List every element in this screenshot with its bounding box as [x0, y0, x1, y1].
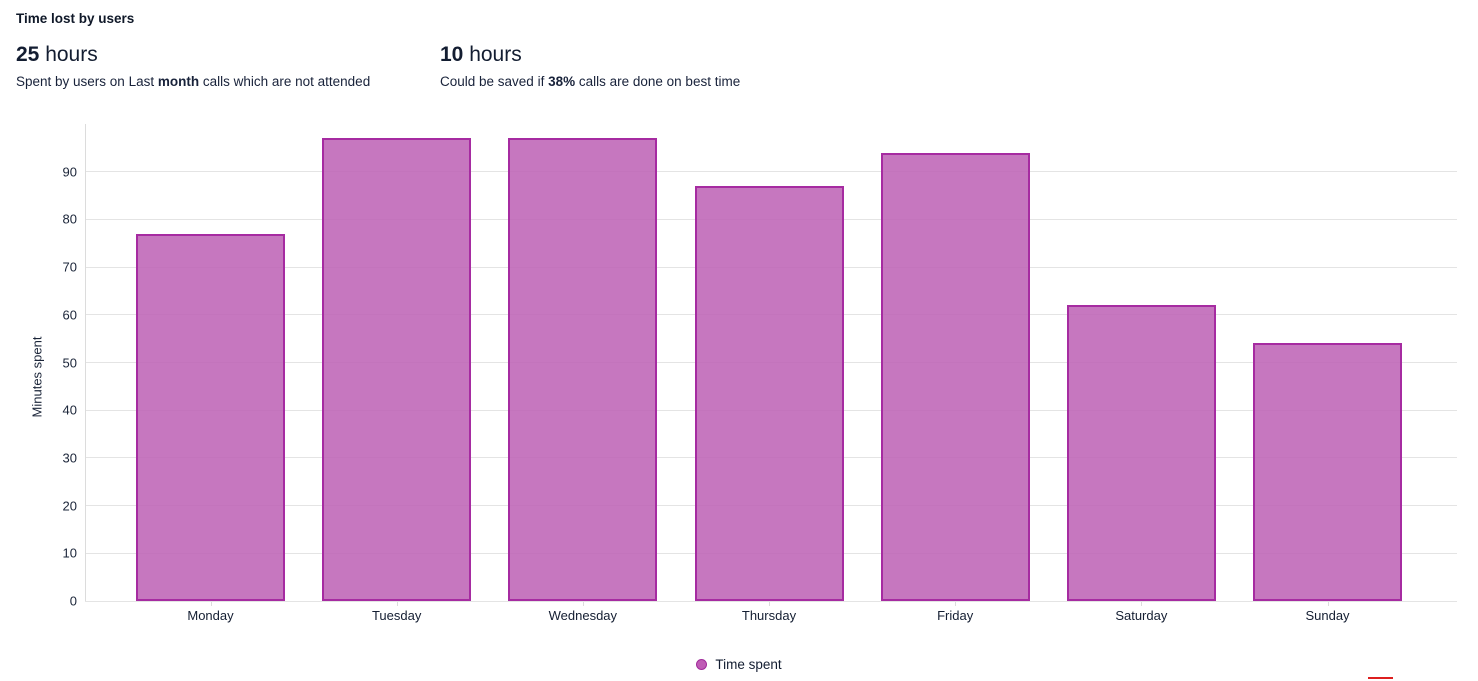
bar-friday[interactable] — [880, 152, 1030, 601]
x-axis-tick-thursday — [769, 602, 770, 606]
y-axis-tick-90: 90 — [62, 164, 77, 180]
x-axis-label-tuesday: Tuesday — [371, 608, 422, 623]
bar-saturday[interactable] — [1066, 305, 1216, 601]
x-axis-tick-sunday — [1327, 602, 1329, 606]
y-axis-tick-40: 40 — [62, 402, 77, 418]
legend-item-time-spent[interactable]: Time spent — [696, 657, 782, 672]
stat-time-saved-number: 10 — [440, 43, 464, 66]
x-axis-tick-friday — [955, 602, 957, 606]
stat-desc-part: Spent by users on Last — [16, 74, 158, 89]
stat-time-saved-value: 10 hours — [440, 42, 740, 68]
y-axis-tick-20: 20 — [62, 498, 77, 514]
gridline-90 — [85, 171, 1457, 173]
stat-desc-part: calls are done on best time — [575, 74, 741, 89]
y-axis-tick-50: 50 — [62, 355, 77, 370]
y-axis-title: Minutes spent — [29, 336, 45, 418]
x-axis-label-sunday: Sunday — [1305, 608, 1350, 623]
page-title: Time lost by users — [16, 11, 135, 26]
stat-time-saved-unit: hours — [463, 43, 522, 66]
stat-time-saved: 10 hours Could be saved if 38% calls are… — [440, 42, 740, 90]
x-axis-label-friday: Friday — [937, 608, 974, 623]
bar-sunday[interactable] — [1253, 343, 1403, 601]
y-axis-tick-30: 30 — [62, 450, 77, 466]
gridline-0 — [85, 600, 1457, 602]
stat-time-spent: 25 hours Spent by users on Last month ca… — [16, 42, 370, 90]
x-axis-label-monday: Monday — [187, 608, 234, 623]
stat-time-spent-description: Spent by users on Last month calls which… — [16, 73, 370, 90]
bar-monday[interactable] — [136, 233, 285, 601]
stat-time-spent-unit: hours — [39, 43, 98, 66]
stat-time-spent-number: 25 — [16, 43, 40, 66]
red-indicator-line — [1368, 677, 1393, 679]
chart-legend: Time spent — [0, 657, 1478, 672]
bar-thursday[interactable] — [694, 186, 844, 601]
x-axis-tick-tuesday — [396, 602, 398, 606]
x-axis-label-thursday: Thursday — [741, 608, 797, 623]
y-axis-tick-10: 10 — [62, 545, 77, 561]
x-axis-tick-wednesday — [582, 602, 584, 606]
stat-desc-part: calls which are not attended — [199, 74, 371, 89]
x-axis-tick-saturday — [1141, 602, 1143, 606]
x-axis-label-wednesday: Wednesday — [548, 608, 618, 623]
stat-desc-part: month — [157, 74, 200, 89]
stat-time-spent-value: 25 hours — [16, 42, 370, 68]
legend-label: Time spent — [715, 657, 782, 672]
x-axis-label-saturday: Saturday — [1115, 608, 1168, 623]
x-axis-tick-monday — [210, 602, 212, 606]
stat-desc-part: Could be saved if — [440, 74, 549, 89]
y-axis-tick-60: 60 — [62, 307, 77, 323]
stat-time-saved-description: Could be saved if 38% calls are done on … — [440, 73, 740, 90]
y-axis-tick-0: 0 — [69, 593, 77, 609]
stat-desc-part: 38% — [548, 74, 576, 89]
bar-tuesday[interactable] — [322, 138, 472, 601]
legend-marker-icon — [696, 659, 708, 670]
y-axis-tick-70: 70 — [62, 259, 77, 275]
y-axis-line — [85, 124, 86, 601]
bar-wednesday[interactable] — [508, 138, 658, 601]
y-axis-tick-80: 80 — [62, 211, 77, 227]
